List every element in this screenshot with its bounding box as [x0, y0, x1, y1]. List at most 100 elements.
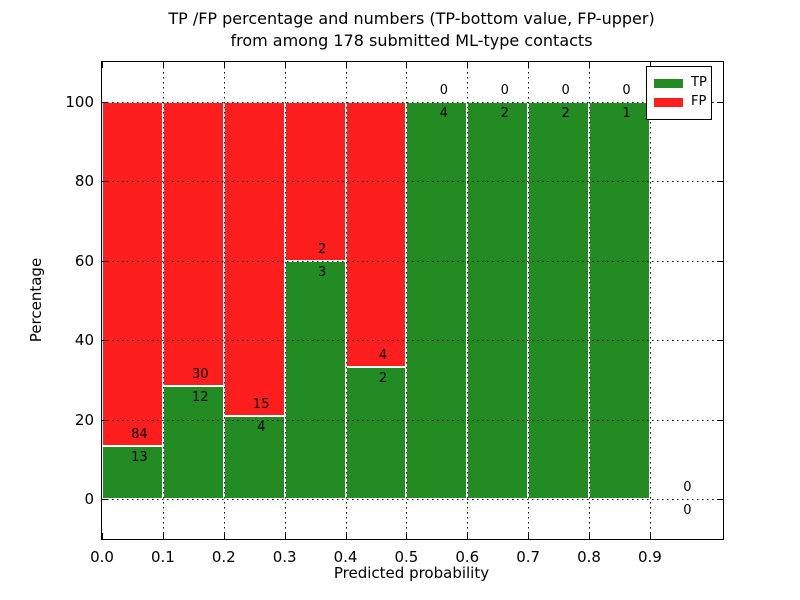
legend-swatch-tp [654, 78, 683, 88]
y-tick-label: 20 [74, 410, 94, 429]
bar-fp-segment [162, 101, 224, 386]
x-tick-mark [162, 533, 164, 539]
x-axis-label: Predicted probability [333, 564, 490, 582]
legend-item: FP [654, 94, 707, 110]
x-tick-label: 0.2 [211, 548, 236, 566]
bar-fp-segment [223, 101, 285, 416]
x-tick-mark [649, 533, 651, 539]
bar-tp-segment [528, 101, 590, 500]
legend-label: TP [691, 75, 707, 90]
fp-count-label: 2 [317, 241, 327, 257]
y-tick-label: 100 [65, 92, 94, 111]
legend-swatch-fp [654, 97, 683, 107]
x-tick-mark [406, 62, 408, 68]
x-tick-mark [589, 533, 591, 539]
y-tick-mark [717, 419, 723, 421]
x-tick-label: 0.7 [516, 548, 541, 566]
gridline-vertical [528, 62, 530, 539]
gridline-horizontal [102, 419, 723, 421]
gridline-vertical [467, 62, 469, 539]
y-tick-mark [717, 181, 723, 183]
legend: TP FP [646, 66, 712, 120]
bar-fp-segment [102, 101, 163, 446]
y-tick-mark [717, 340, 723, 342]
x-tick-mark [284, 533, 286, 539]
fp-count-label: 30 [192, 366, 209, 382]
gridline-vertical [406, 62, 408, 539]
tp-count-label: 3 [317, 264, 327, 280]
y-tick-mark [102, 499, 108, 501]
y-tick-mark [102, 181, 108, 183]
gridline-vertical [284, 62, 286, 539]
x-tick-label: 0.4 [333, 548, 358, 566]
gridline-horizontal [102, 101, 723, 103]
x-tick-mark [284, 62, 286, 68]
chart-title-line2: from among 178 submitted ML-type contact… [230, 31, 593, 50]
y-tick-label: 40 [74, 331, 94, 350]
x-tick-mark [528, 533, 530, 539]
x-tick-mark [345, 533, 347, 539]
tp-count-label: 2 [500, 105, 509, 121]
fp-count-label: 0 [500, 82, 509, 98]
y-tick-mark [717, 101, 723, 103]
tp-count-label: 4 [257, 419, 266, 435]
tp-count-label: 2 [561, 105, 570, 121]
x-tick-mark [345, 62, 347, 68]
x-tick-label: 0.1 [150, 548, 175, 566]
x-tick-label: 0.5 [394, 548, 419, 566]
gridline-horizontal [102, 340, 723, 342]
chart-title: TP /FP percentage and numbers (TP-bottom… [101, 8, 722, 52]
legend-label: FP [691, 94, 707, 109]
bar-tp-segment [406, 101, 468, 500]
x-tick-mark [649, 62, 651, 68]
gridline-vertical [223, 62, 225, 539]
tp-count-label: 13 [131, 449, 148, 465]
bar-fp-segment [345, 101, 407, 367]
tp-count-label: 12 [192, 389, 209, 405]
tp-count-label: 2 [378, 370, 388, 386]
gridline-vertical [649, 62, 651, 539]
x-tick-mark [223, 62, 225, 68]
bar-tp-segment [589, 101, 650, 500]
fp-count-label: 0 [622, 82, 631, 98]
x-tick-label: 0.0 [90, 548, 114, 566]
y-tick-mark [102, 419, 108, 421]
y-axis-label: Percentage [27, 257, 45, 343]
bar-tp-segment [345, 366, 407, 500]
x-tick-label: 0.8 [577, 548, 601, 566]
gridline-vertical [162, 62, 164, 539]
y-tick-label: 80 [74, 172, 94, 191]
gridline-horizontal [102, 260, 723, 262]
x-tick-mark [102, 533, 103, 539]
gridline-horizontal [102, 499, 723, 501]
gridline-vertical [345, 62, 347, 539]
fp-count-label: 0 [683, 480, 692, 496]
tp-count-label: 4 [439, 105, 448, 121]
fp-count-label: 15 [252, 396, 270, 412]
x-tick-mark [467, 533, 469, 539]
fp-count-label: 0 [439, 82, 448, 98]
y-tick-mark [717, 260, 723, 262]
gridline-vertical [589, 62, 591, 539]
x-tick-label: 0.6 [455, 548, 480, 566]
x-tick-mark [162, 62, 164, 68]
tp-count-label: 1 [622, 105, 631, 121]
fp-count-label: 0 [561, 82, 570, 98]
y-tick-label: 60 [74, 251, 94, 270]
y-tick-mark [102, 340, 108, 342]
x-tick-mark [589, 62, 591, 68]
legend-item: TP [654, 75, 707, 91]
bar-tp-segment [162, 385, 224, 500]
fp-count-label: 84 [131, 426, 148, 442]
fp-count-label: 4 [378, 347, 388, 363]
x-tick-mark [528, 62, 530, 68]
x-tick-mark [406, 533, 408, 539]
y-tick-mark [102, 260, 108, 262]
bar-tp-segment [223, 415, 285, 500]
bar-tp-segment [102, 445, 163, 500]
bar-tp-segment [284, 260, 346, 500]
x-tick-label: 0.9 [638, 548, 662, 566]
x-tick-mark [223, 533, 225, 539]
x-tick-mark [102, 62, 103, 68]
